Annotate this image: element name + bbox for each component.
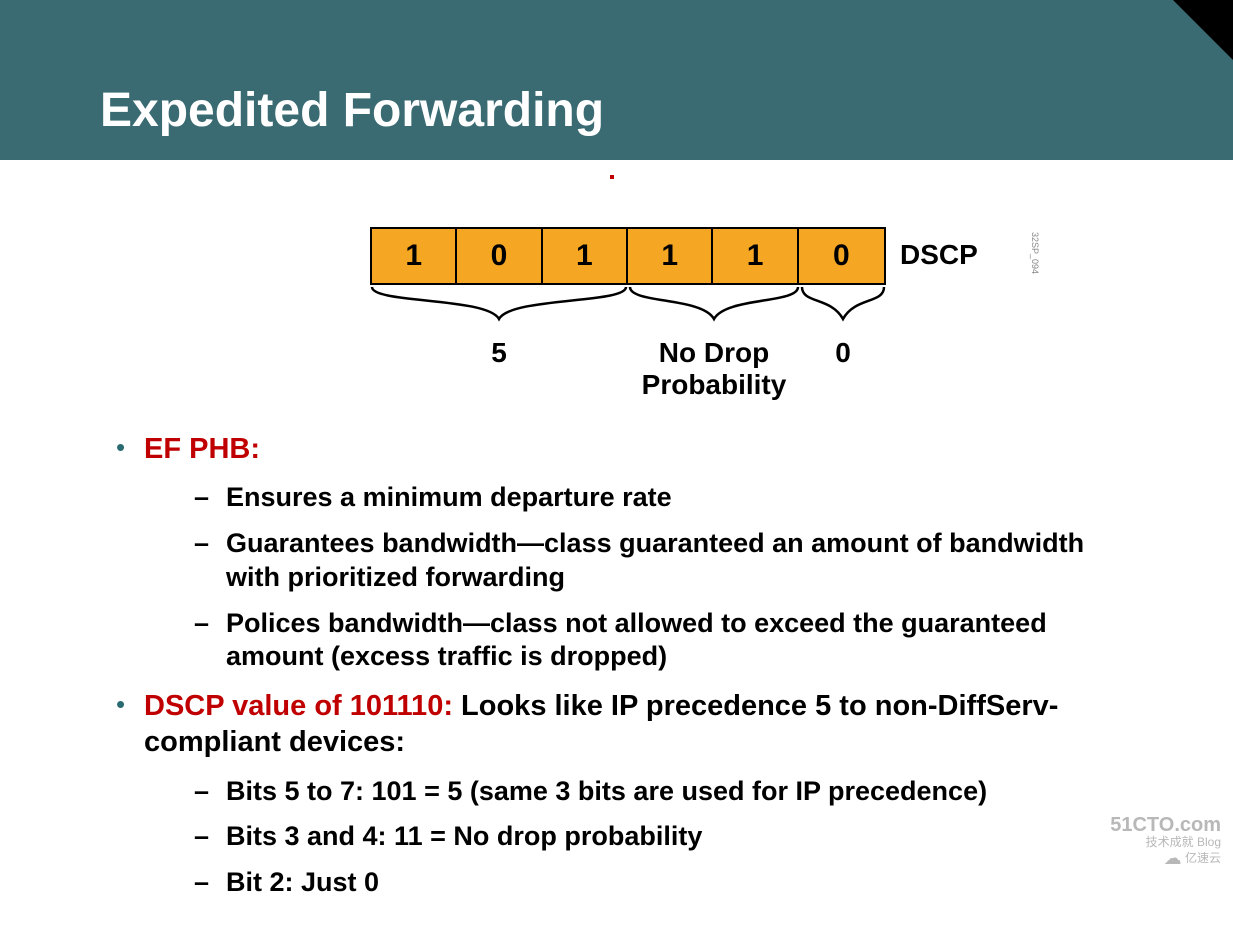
- top-bullet: DSCP value of 101110: Looks like IP prec…: [110, 688, 1143, 900]
- bullet-lead: DSCP value of 101110:: [144, 690, 453, 722]
- slide-content: 101110 DSCP 32SP_094 5No Drop Probabilit…: [0, 160, 1233, 934]
- bit-cell: 1: [628, 229, 713, 283]
- sub-bullet: Polices bandwidth—class not allowed to e…: [194, 607, 1143, 675]
- top-bullet-list: EF PHB: Ensures a minimum departure rate G…: [110, 431, 1143, 900]
- sub-bullet: Ensures a minimum departure rate: [194, 481, 1143, 515]
- dscp-diagram: 101110 DSCP 32SP_094 5No Drop Probabilit…: [370, 227, 970, 407]
- dscp-label: DSCP: [900, 239, 978, 271]
- brace-icon: [370, 285, 628, 325]
- group-label: 5: [370, 337, 628, 369]
- group-label: 0: [800, 337, 886, 369]
- group-labels-row: 5No Drop Probability0: [370, 337, 886, 407]
- brace-icon: [800, 285, 886, 325]
- brace-icon: [628, 285, 800, 325]
- bits-row: 101110: [370, 227, 886, 285]
- red-dot-icon: [610, 175, 614, 179]
- slide-header: Expedited Forwarding: [0, 0, 1233, 160]
- sub-bullet-list: Ensures a minimum departure rate Guarante…: [194, 481, 1143, 674]
- top-bullet: EF PHB: Ensures a minimum departure rate G…: [110, 431, 1143, 674]
- bit-cell: 1: [543, 229, 628, 283]
- bullet-section: EF PHB: Ensures a minimum departure rate G…: [110, 431, 1143, 900]
- diagram-code: 32SP_094: [1030, 232, 1040, 274]
- watermark-line3: ☁ 亿速云: [1110, 849, 1221, 869]
- watermark-line1: 51CTO.com: [1110, 814, 1221, 836]
- corner-fold-icon: [1173, 0, 1233, 60]
- slide-title: Expedited Forwarding: [100, 83, 604, 138]
- sub-bullet: Guarantees bandwidth—class guaranteed an…: [194, 527, 1143, 595]
- bullet-lead: EF PHB:: [144, 433, 260, 465]
- sub-bullet: Bits 5 to 7: 101 = 5 (same 3 bits are us…: [194, 775, 1143, 809]
- group-label: No Drop Probability: [628, 337, 800, 401]
- watermark: 51CTO.com 技术成就 Blog ☁ 亿速云: [1110, 814, 1221, 869]
- bit-cell: 1: [713, 229, 798, 283]
- bit-cell: 1: [372, 229, 457, 283]
- cloud-icon: ☁: [1164, 849, 1182, 869]
- bit-cell: 0: [799, 229, 884, 283]
- braces-row: [370, 285, 886, 335]
- sub-bullet: Bit 2: Just 0: [194, 866, 1143, 900]
- bit-cell: 0: [457, 229, 542, 283]
- sub-bullet: Bits 3 and 4: 11 = No drop probability: [194, 820, 1143, 854]
